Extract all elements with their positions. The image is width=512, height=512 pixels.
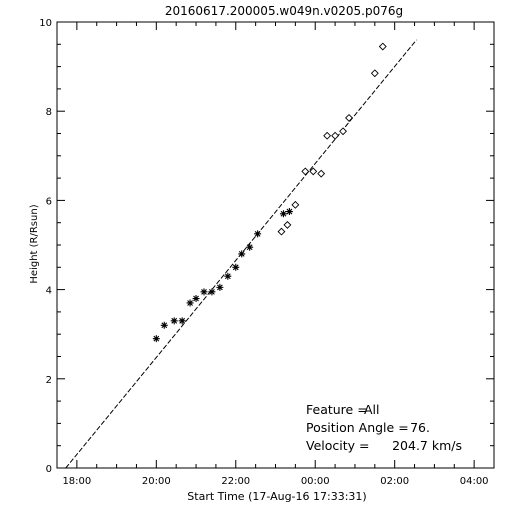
asterisk-marker: [224, 272, 232, 280]
diamond-marker: [317, 169, 326, 178]
x-tick-label: 18:00: [62, 476, 91, 487]
asterisk-marker: [216, 283, 224, 291]
asterisk-marker: [285, 208, 293, 216]
diamond-marker: [291, 200, 300, 209]
asterisk-marker: [170, 317, 178, 325]
diamond-marker: [370, 69, 379, 78]
y-tick-label: 0: [46, 464, 52, 475]
asterisk-marker: [178, 317, 186, 325]
asterisk-marker: [186, 299, 194, 307]
info-box: Feature =All Position Angle = 76. Velocity …: [306, 402, 462, 453]
chart-title: 20160617.200005.w049n.v0205.p076g: [165, 4, 403, 18]
diamond-marker: [277, 227, 286, 236]
asterisk-marker: [238, 250, 246, 258]
info-value: All: [364, 402, 380, 417]
y-axis: 0 2 4 6 8 10: [39, 18, 494, 475]
asterisk-marker: [160, 321, 168, 329]
asterisk-marker: [192, 295, 200, 303]
x-tick-label: 20:00: [142, 476, 171, 487]
asterisk-marker: [254, 230, 262, 238]
x-tick-label: 02:00: [380, 476, 409, 487]
diamond-marker: [345, 113, 353, 122]
x-tick-label: 00:00: [301, 476, 330, 487]
diamond-marker: [283, 220, 292, 229]
y-tick-label: 4: [46, 286, 52, 297]
y-tick-label: 8: [46, 107, 52, 118]
x-axis-label: Start Time (17-Aug-16 17:33:31): [187, 490, 366, 503]
info-value: 76.: [410, 420, 430, 435]
y-tick-label: 10: [39, 18, 52, 29]
diamond-marker: [331, 131, 340, 140]
asterisk-marker: [152, 335, 160, 343]
x-tick-label: 22:00: [221, 476, 250, 487]
y-tick-label: 6: [46, 196, 52, 207]
data-points: [152, 42, 387, 343]
diamond-marker: [323, 131, 332, 140]
info-label: Feature =: [306, 402, 368, 417]
diamond-marker: [339, 127, 347, 136]
y-axis-label: Height (R/Rsun): [29, 204, 40, 283]
x-tick-label: 04:00: [460, 476, 489, 487]
diamond-marker: [301, 167, 310, 176]
asterisk-marker: [208, 288, 216, 296]
y-tick-label: 2: [46, 375, 52, 386]
asterisk-marker: [232, 263, 240, 271]
info-label: Position Angle =: [306, 420, 409, 435]
asterisk-marker: [279, 210, 287, 218]
info-label: Velocity =: [306, 438, 369, 453]
info-value: 204.7 km/s: [392, 438, 462, 453]
x-axis: 18:00 20:00 22:00 00:00 02:00 04:00: [56, 22, 495, 487]
diamond-marker: [378, 42, 387, 51]
diamond-marker: [309, 167, 318, 176]
asterisk-marker: [200, 288, 208, 296]
asterisk-marker: [246, 243, 254, 251]
